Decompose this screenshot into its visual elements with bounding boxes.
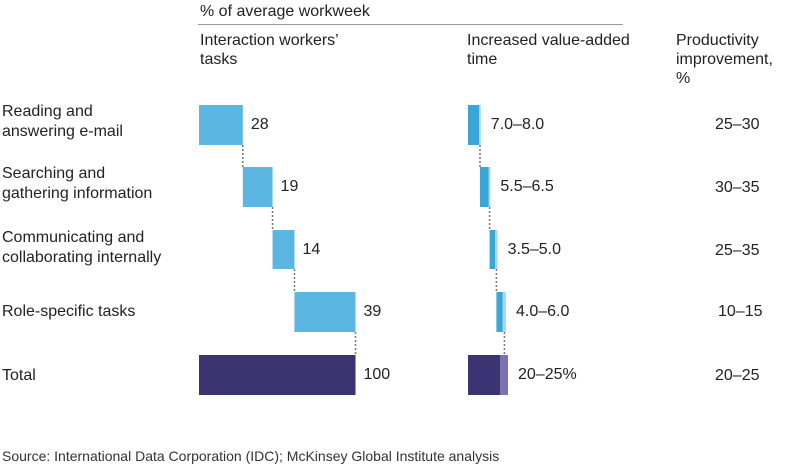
added-bar-0 xyxy=(468,105,480,145)
col3-header-line1: Productivity xyxy=(676,32,759,49)
added-bar-1 xyxy=(480,167,489,207)
task-value-label-3: 39 xyxy=(363,303,382,320)
task-value-label-1: 19 xyxy=(280,178,299,195)
col1-header-line1: Interaction workers’ xyxy=(200,32,339,49)
productivity-label-total: 20–25 xyxy=(715,367,760,384)
row-label-email: Reading and answering e-mail xyxy=(2,102,123,142)
col3-header: Productivity improvement, % xyxy=(676,31,773,88)
added-bar-total xyxy=(468,355,500,395)
col2-header-line1: Increased value-added xyxy=(467,32,630,49)
added-time-label-total: 20–25% xyxy=(518,366,577,383)
col3-header-line3: % xyxy=(676,70,691,87)
task-bar-2 xyxy=(272,230,295,269)
added-time-label-1: 5.5–6.5 xyxy=(500,178,554,195)
productivity-label-2: 25–35 xyxy=(715,242,760,259)
added-time-label-2: 3.5–5.0 xyxy=(507,240,561,258)
row-label-communicating: Communicating and collaborating internal… xyxy=(2,228,161,268)
row-label-email-line1: Reading and xyxy=(2,103,93,120)
added-time-label-0: 7.0–8.0 xyxy=(490,116,545,133)
productivity-label-0: 25–30 xyxy=(715,116,760,133)
added-bar-3 xyxy=(496,292,503,332)
productivity-label-3: 10–15 xyxy=(718,303,763,320)
task-value-label-2: 14 xyxy=(302,240,321,258)
row-label-communicating-line1: Communicating and xyxy=(2,229,145,246)
added-time-label-3: 4.0–6.0 xyxy=(516,303,570,320)
added-range-total xyxy=(500,355,508,395)
added-range-2 xyxy=(495,230,498,269)
added-range-3 xyxy=(502,292,506,332)
productivity-label-1: 30–35 xyxy=(715,179,760,196)
col1-header-line2: tasks xyxy=(200,51,238,68)
added-bar-2 xyxy=(489,230,496,269)
col3-header-line2: improvement, xyxy=(676,51,773,68)
task-value-label-total: 100 xyxy=(363,366,391,383)
header-rule xyxy=(198,24,623,25)
task-bar-0 xyxy=(199,105,243,145)
added-range-0 xyxy=(479,105,481,145)
task-bar-total xyxy=(199,355,356,395)
row-label-searching-line2: gathering information xyxy=(2,185,153,202)
col1-header: Interaction workers’ tasks xyxy=(200,31,339,69)
col2-header: Increased value-added time xyxy=(467,31,630,69)
task-bar-3 xyxy=(294,292,356,332)
row-label-communicating-line2: collaborating internally xyxy=(2,249,162,266)
added-range-1 xyxy=(488,167,491,207)
row-label-role-specific-line1: Role-specific tasks xyxy=(2,303,136,320)
row-label-searching-line1: Searching and xyxy=(2,165,106,182)
col2-header-line2: time xyxy=(467,51,498,68)
source-note: Source: International Data Corporation (… xyxy=(2,448,500,464)
row-label-role-specific: Role-specific tasks xyxy=(2,302,135,322)
task-value-label-0: 28 xyxy=(250,116,269,133)
row-label-total-line1: Total xyxy=(2,367,36,384)
row-label-searching: Searching and gathering information xyxy=(2,164,152,204)
row-label-total: Total xyxy=(2,366,36,386)
task-bar-1 xyxy=(242,167,273,207)
row-label-email-line2: answering e-mail xyxy=(2,123,123,140)
unit-header: % of average workweek xyxy=(200,3,370,20)
